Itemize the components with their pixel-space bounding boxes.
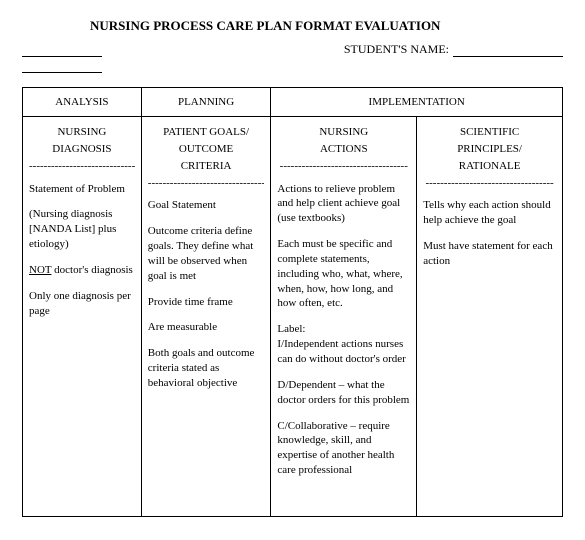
text: Are measurable — [148, 320, 265, 335]
subhead-actions-1: NURSING — [277, 125, 410, 140]
text: Statement of Problem — [29, 182, 135, 197]
student-name-label: STUDENT'S NAME: — [344, 42, 449, 57]
text: Actions to relieve problem and help clie… — [277, 182, 410, 227]
cell-analysis: NURSING DIAGNOSIS ----------------------… — [23, 117, 142, 517]
page-title: NURSING PROCESS CARE PLAN FORMAT EVALUAT… — [90, 18, 563, 34]
text: NOT doctor's diagnosis — [29, 263, 135, 278]
cell-rationale: SCIENTIFIC PRINCIPLES/ RATIONALE -------… — [417, 117, 563, 517]
divider-4: ----------------------------------- — [423, 176, 556, 191]
header-implementation: IMPLEMENTATION — [271, 88, 563, 117]
subhead-goals-3: CRITERIA — [148, 159, 265, 174]
text: Only one diagnosis per page — [29, 289, 135, 319]
text: C/Collaborative – require knowledge, ski… — [277, 419, 410, 478]
cell-actions: NURSING ACTIONS ------------------------… — [271, 117, 417, 517]
subhead-diagnosis-1: NURSING — [29, 125, 135, 140]
text: Each must be specific and complete state… — [277, 237, 410, 311]
text: Goal Statement — [148, 198, 265, 213]
text: doctor's diagnosis — [51, 264, 132, 276]
blank-line-left-2 — [22, 59, 102, 73]
text: Must have statement for each action — [423, 239, 556, 269]
text: (Nursing diagnosis [NANDA List] plus eti… — [29, 207, 135, 252]
subhead-goals-1: PATIENT GOALS/ — [148, 125, 265, 140]
cell-planning: PATIENT GOALS/ OUTCOME CRITERIA --------… — [141, 117, 271, 517]
text: Tells why each action should help achiev… — [423, 198, 556, 228]
underline-not: NOT — [29, 264, 51, 276]
subhead-rationale-3: RATIONALE — [423, 159, 556, 174]
text: Label: I/Independent actions nurses can … — [277, 322, 410, 367]
divider-2: ----------------------------------- — [148, 176, 265, 191]
subhead-rationale-2: PRINCIPLES/ — [423, 142, 556, 157]
blank-line-left — [22, 43, 102, 57]
divider-3: ----------------------------------- — [277, 159, 410, 174]
subhead-actions-2: ACTIONS — [277, 142, 410, 157]
content-row: NURSING DIAGNOSIS ----------------------… — [23, 117, 563, 517]
top-header-row: ANALYSIS PLANNING IMPLEMENTATION — [23, 88, 563, 117]
subhead-rationale-1: SCIENTIFIC — [423, 125, 556, 140]
subhead-goals-2: OUTCOME — [148, 142, 265, 157]
text: Label: — [277, 322, 410, 337]
header-planning: PLANNING — [141, 88, 271, 117]
text: Provide time frame — [148, 295, 265, 310]
text: Outcome criteria define goals. They defi… — [148, 224, 265, 283]
text: I/Independent actions nurses can do with… — [277, 337, 410, 367]
header-analysis: ANALYSIS — [23, 88, 142, 117]
student-name-field: STUDENT'S NAME: — [344, 42, 563, 57]
text: Both goals and outcome criteria stated a… — [148, 346, 265, 391]
student-name-line — [453, 56, 563, 57]
header-row: STUDENT'S NAME: — [22, 42, 563, 57]
subhead-diagnosis-2: DIAGNOSIS — [29, 142, 135, 157]
care-plan-table: ANALYSIS PLANNING IMPLEMENTATION NURSING… — [22, 87, 563, 517]
text: D/Dependent – what the doctor orders for… — [277, 378, 410, 408]
divider-1: ----------------------------------- — [29, 159, 135, 174]
